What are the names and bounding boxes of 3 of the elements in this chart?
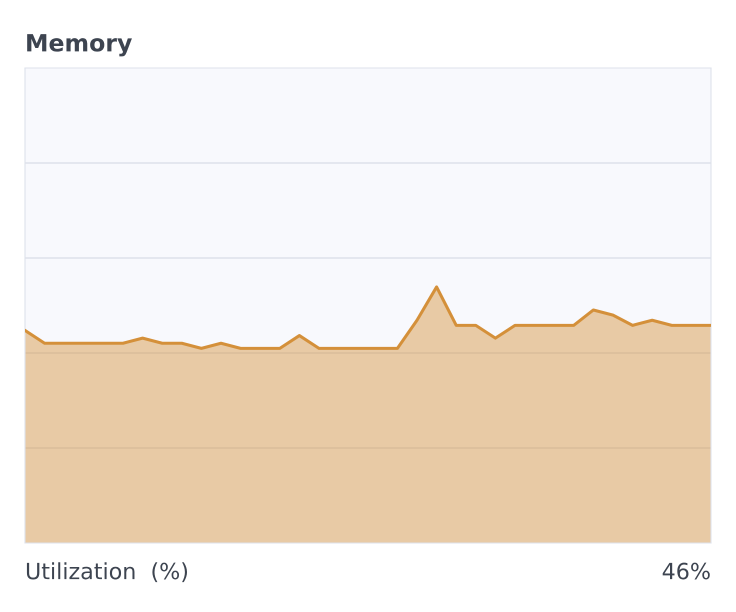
x-axis-title: Utilization (%) [26, 562, 188, 582]
chart-title: Memory [27, 34, 132, 56]
text: 46% [662, 562, 710, 580]
